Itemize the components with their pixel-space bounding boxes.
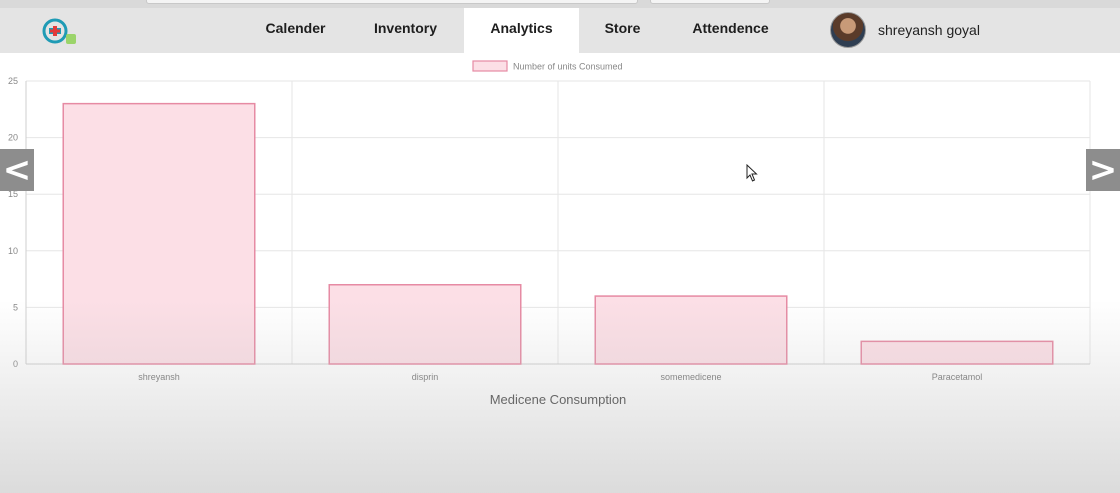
- y-tick-label: 5: [13, 302, 18, 312]
- tab-analytics[interactable]: Analytics: [464, 8, 579, 53]
- x-tick-label: shreyansh: [138, 372, 180, 382]
- bar: [328, 284, 522, 365]
- mouse-cursor-icon: [746, 164, 758, 182]
- tab-calender[interactable]: Calender: [265, 20, 326, 36]
- legend-label: Number of units Consumed: [513, 62, 623, 72]
- avatar[interactable]: [830, 12, 866, 48]
- chart-area: 0 5 10 15 20 25 shreyansh disprin somemedicene Pa…: [0, 53, 1120, 493]
- address-bar[interactable]: [146, 0, 638, 4]
- x-tick-label: somemedicene: [660, 372, 721, 382]
- bar: [594, 295, 788, 365]
- x-tick-label: disprin: [412, 372, 439, 382]
- search-bar[interactable]: [650, 0, 770, 4]
- tab-inventory[interactable]: Inventory: [373, 20, 437, 36]
- y-tick-label: 10: [8, 246, 18, 256]
- bar: [860, 340, 1054, 365]
- carousel-prev-button[interactable]: <: [0, 149, 34, 191]
- x-tick-label: Paracetamol: [932, 372, 983, 382]
- nav-tabs: Calender Inventory Analytics Store Atten…: [244, 8, 795, 53]
- legend-swatch: [472, 60, 508, 72]
- medicine-consumption-chart: 0 5 10 15 20 25 shreyansh disprin somemedicene Pa…: [8, 60, 1091, 407]
- browser-toolbar-strip: [0, 0, 1120, 8]
- bar: [62, 102, 256, 365]
- y-tick-label: 25: [8, 76, 18, 86]
- y-tick-label: 20: [8, 133, 18, 143]
- chevron-right-icon: >: [1088, 150, 1118, 190]
- tab-attendence[interactable]: Attendence: [692, 20, 769, 36]
- chevron-left-icon: <: [2, 150, 32, 190]
- user-name: shreyansh goyal: [878, 22, 980, 38]
- x-axis-title: Medicene Consumption: [490, 392, 627, 407]
- y-tick-label: 15: [8, 189, 18, 199]
- top-navbar: Calender Inventory Analytics Store Atten…: [0, 8, 1120, 53]
- y-tick-label: 0: [13, 359, 18, 369]
- tab-store[interactable]: Store: [604, 20, 641, 36]
- app-logo-icon[interactable]: [40, 16, 80, 48]
- user-profile[interactable]: shreyansh goyal: [830, 12, 980, 48]
- carousel-next-button[interactable]: >: [1086, 149, 1120, 191]
